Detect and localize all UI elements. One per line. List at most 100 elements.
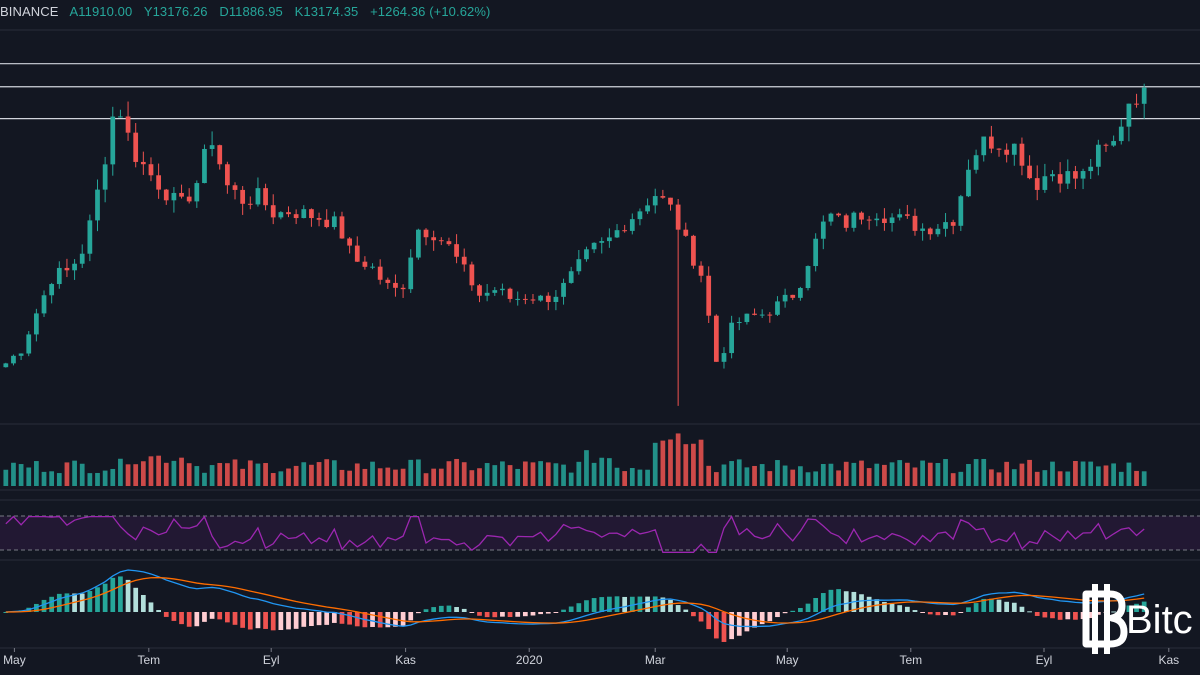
macd-histogram-bar (194, 612, 200, 627)
macd-histogram-bar (1095, 612, 1101, 615)
volume-bar (545, 462, 551, 486)
macd-histogram-bar (1111, 611, 1116, 613)
candle-body (416, 229, 421, 258)
candle-body (454, 244, 459, 257)
volume-bar (49, 471, 55, 486)
macd-histogram-bar (629, 596, 635, 612)
macd-histogram-bar (683, 609, 689, 612)
candle-body (668, 197, 673, 205)
macd-histogram-bar (538, 612, 543, 615)
candle-body (874, 218, 880, 221)
volume-bar (798, 466, 803, 486)
candle-body (950, 222, 956, 226)
macd-histogram-bar (1011, 602, 1017, 612)
volume-bar (26, 467, 32, 486)
macd-histogram-bar (64, 593, 70, 612)
rsi-line (5, 515, 1145, 553)
candle-body (752, 313, 757, 315)
candle-body (385, 279, 391, 283)
volume-bar (408, 459, 414, 486)
volume-bar (87, 473, 93, 486)
macd-histogram-bar (1134, 603, 1139, 612)
volume-bar (622, 471, 628, 486)
candle-body (989, 136, 994, 149)
candle-body (209, 145, 215, 149)
candle-body (706, 275, 712, 316)
candle-body (859, 212, 864, 220)
macd-histogram-bar (324, 612, 330, 625)
macd-histogram-bar (614, 596, 620, 612)
macd-histogram-bar (706, 612, 712, 630)
volume-bar (530, 462, 536, 486)
candle-body (767, 314, 773, 316)
macd-histogram-bar (973, 603, 979, 612)
candle-body (698, 265, 704, 276)
candle-body (49, 284, 55, 296)
volume-bar (775, 460, 780, 486)
volume-bar (691, 443, 696, 486)
macd-histogram-bar (1126, 605, 1132, 612)
candle-body (469, 264, 475, 286)
volume-bar (744, 467, 750, 486)
volume-bar (484, 463, 490, 486)
volume-bar (454, 458, 459, 486)
macd-histogram-bar (263, 612, 268, 629)
volume-bar (591, 462, 597, 486)
candle-body (736, 322, 742, 324)
volume-bar (225, 463, 230, 486)
volume-bar (874, 463, 880, 486)
macd-histogram-bar (668, 599, 673, 612)
candle-body (1034, 178, 1040, 190)
macd-histogram-bar (247, 612, 253, 630)
candle-body (461, 256, 467, 265)
macd-histogram-bar (370, 612, 375, 627)
candle-body (904, 214, 910, 216)
volume-bar (11, 462, 16, 486)
macd-histogram-bar (125, 579, 131, 612)
candle-body (370, 266, 375, 268)
macd-histogram-bar (889, 603, 895, 612)
volume-bar (278, 471, 284, 486)
macd-histogram-bar (759, 612, 765, 625)
macd-histogram-bar (843, 591, 849, 612)
volume-bar (362, 468, 368, 486)
volume-bar (301, 462, 307, 486)
x-axis-label: Eyl (263, 653, 280, 667)
candle-body (423, 229, 429, 238)
candle-body (102, 164, 108, 190)
candle-body (1065, 171, 1071, 184)
candle-body (408, 257, 414, 290)
macd-histogram-bar (331, 612, 337, 623)
macd-histogram-bar (278, 612, 284, 631)
candle-body (836, 213, 841, 216)
candle-body (744, 313, 750, 323)
candle-body (981, 136, 987, 156)
volume-bar (431, 468, 437, 486)
volume-bar (179, 457, 184, 486)
candle-body (637, 211, 643, 220)
macd-histogram-bar (41, 599, 47, 612)
candle-body (118, 116, 123, 118)
candle-body (652, 196, 658, 206)
candle-body (56, 267, 62, 285)
ohlc-legend: BINANCE A11910.00 Y13176.26 D11886.95 K1… (0, 4, 498, 24)
macd-histogram-bar (920, 612, 925, 613)
macd-histogram-bar (469, 612, 475, 613)
volume-bar (95, 472, 100, 486)
volume-bar (477, 468, 482, 486)
volume-bar (79, 463, 85, 486)
volume-bar (736, 459, 742, 486)
macd-histogram-bar (904, 606, 910, 612)
candle-body (889, 217, 895, 224)
volume-bar (675, 433, 681, 486)
candle-body (110, 116, 116, 165)
x-axis-label: Kas (1158, 653, 1179, 667)
candle-body (140, 161, 146, 165)
candle-body (729, 322, 734, 354)
candle-body (820, 221, 826, 239)
candle-body (599, 241, 605, 243)
volume-bar (1073, 460, 1078, 486)
low-value: D11886.95 (219, 4, 283, 19)
